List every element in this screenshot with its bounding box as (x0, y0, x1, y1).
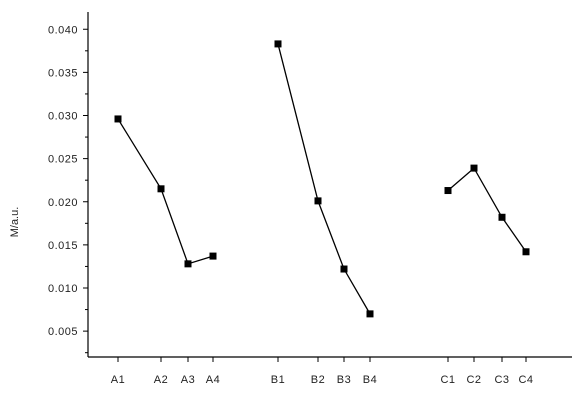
x-tick-label: A2 (154, 374, 168, 386)
x-tick-label: A3 (181, 374, 195, 386)
x-tick-label: B3 (337, 374, 351, 386)
y-tick-label: 0.025 (48, 154, 78, 166)
x-tick-label: A1 (111, 374, 125, 386)
x-tick-label: B4 (363, 374, 377, 386)
x-tick-label: C2 (466, 374, 481, 386)
data-point-marker (470, 164, 478, 172)
y-tick-label: 0.035 (48, 67, 78, 79)
y-tick-label: 0.015 (48, 240, 78, 252)
y-tick-label: 0.010 (48, 283, 78, 295)
series-group (114, 40, 530, 318)
data-point-marker (274, 40, 282, 48)
y-tick-label: 0.040 (48, 24, 78, 36)
data-point-marker (444, 187, 452, 195)
x-tick-label: C3 (494, 374, 509, 386)
x-tick-label: A4 (206, 374, 220, 386)
y-tick-label: 0.005 (48, 326, 78, 338)
x-tick-label: C1 (440, 374, 455, 386)
x-tick-label: C4 (518, 374, 533, 386)
data-point-marker (522, 248, 530, 256)
data-point-marker (114, 115, 122, 123)
data-point-marker (366, 310, 374, 318)
x-ticks: A1 A2 A3 A4 B1 B2 B3 B4 C1 C2 C3 C4 (111, 357, 533, 386)
y-tick-label: 0.030 (48, 111, 78, 123)
series-line (447, 167, 527, 253)
data-point-marker (340, 265, 348, 273)
data-point-marker (184, 260, 192, 268)
x-tick-label: B1 (271, 374, 285, 386)
y-tick-label: 0.020 (48, 197, 78, 209)
x-tick-label: B2 (311, 374, 325, 386)
y-axis-title: M/a.u. (9, 207, 21, 238)
series-line (277, 43, 371, 315)
data-point-marker (498, 213, 506, 221)
y-ticks: 0.005 0.010 0.015 0.020 0.025 0.030 0.035 0.040 (48, 24, 88, 354)
series-line (117, 118, 214, 265)
data-point-marker (209, 252, 217, 260)
data-point-marker (157, 185, 165, 193)
data-point-marker (314, 197, 322, 205)
